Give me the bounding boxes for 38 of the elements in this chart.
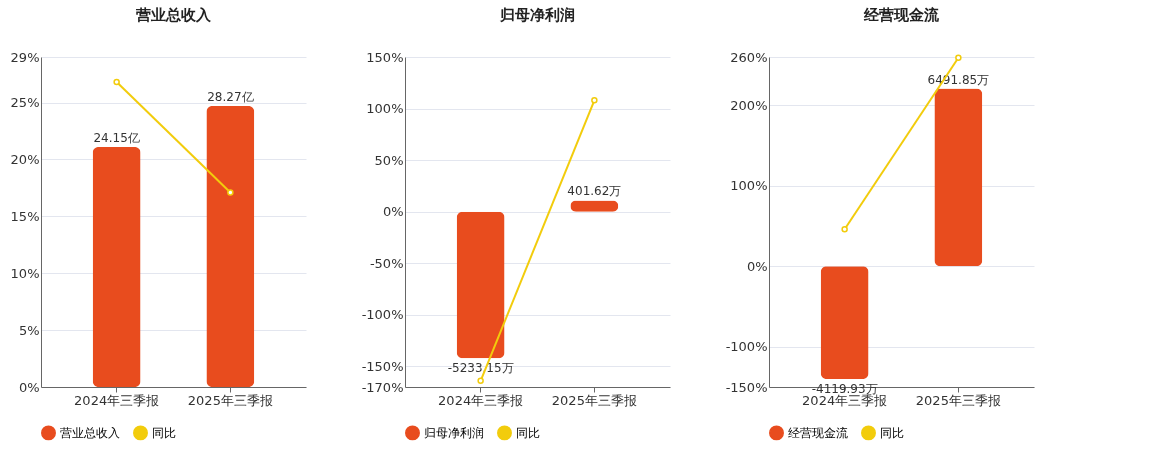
y-tick-label: 100% xyxy=(730,178,768,194)
legend-label: 经营现金流 xyxy=(788,425,848,440)
x-tick-label: 2025年三季报 xyxy=(915,392,1001,408)
y-tick-label: -100% xyxy=(361,307,404,323)
data-label: 401.62万 xyxy=(567,184,622,199)
y-tick-label: 25% xyxy=(10,95,40,111)
y-tick-label: 150% xyxy=(366,49,404,65)
y-tick-label: 20% xyxy=(10,151,40,167)
y-tick-label: 100% xyxy=(366,101,404,117)
y-tick-label: 260% xyxy=(730,49,768,65)
data-label: 28.27亿 xyxy=(207,90,254,104)
legend-label: 归母净利润 xyxy=(424,425,484,440)
legend-label: 同比 xyxy=(880,425,904,440)
y-tick-label: 29% xyxy=(10,49,40,65)
x-tick-label: 2025年三季报 xyxy=(187,392,273,408)
chart-title: 经营现金流 xyxy=(863,6,940,24)
legend-label: 同比 xyxy=(152,425,176,440)
y-tick-label: -150% xyxy=(725,379,768,395)
y-tick-label: 0% xyxy=(18,379,40,395)
y-tick-label: 0% xyxy=(746,258,768,274)
y-tick-label: 200% xyxy=(730,97,768,113)
y-tick-label: 0% xyxy=(382,204,404,220)
y-tick-label: -150% xyxy=(361,358,404,374)
y-tick-label: -170% xyxy=(361,379,404,395)
x-tick-label: 2025年三季报 xyxy=(551,392,637,408)
chart-title: 归母净利润 xyxy=(499,6,575,24)
y-tick-label: -50% xyxy=(369,255,404,271)
legend-label: 营业总收入 xyxy=(60,425,120,440)
x-tick-label: 2024年三季报 xyxy=(438,392,524,408)
y-tick-label: 15% xyxy=(10,208,40,224)
y-tick-label: 10% xyxy=(10,265,40,281)
y-tick-label: 50% xyxy=(374,152,404,168)
y-tick-label: 5% xyxy=(18,322,40,338)
legend-label: 同比 xyxy=(516,425,540,440)
chart-title: 营业总收入 xyxy=(135,6,212,24)
x-tick-label: 2024年三季报 xyxy=(74,392,160,408)
data-label: 24.15亿 xyxy=(93,130,140,145)
y-tick-label: -100% xyxy=(725,339,768,355)
